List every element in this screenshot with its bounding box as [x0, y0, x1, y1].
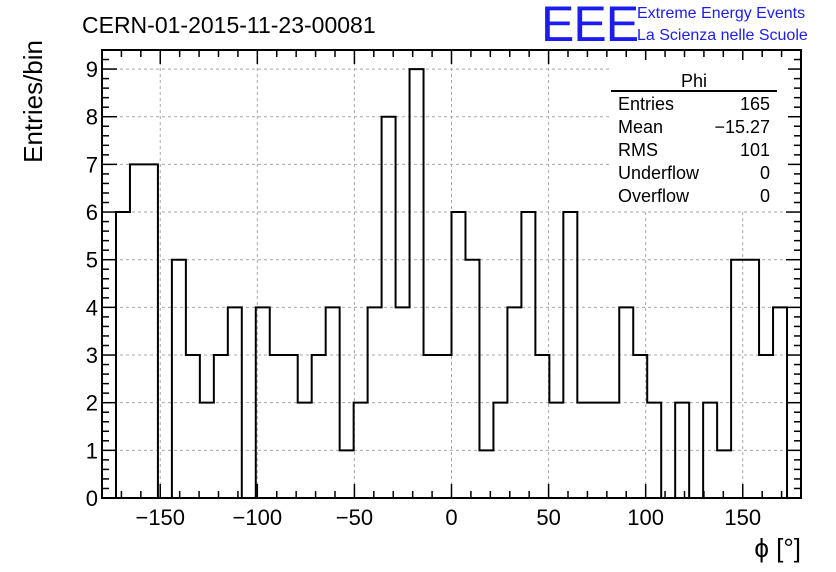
histogram-bin	[284, 355, 298, 498]
stats-mean-value: −15.27	[714, 117, 770, 137]
x-tick-label: 100	[627, 505, 664, 530]
y-tick-label: 7	[86, 152, 98, 177]
logo-line-1: Extreme Energy Events	[637, 5, 805, 22]
histogram-bin	[340, 450, 354, 498]
histogram-bin	[438, 355, 452, 498]
histogram-bin	[298, 403, 312, 498]
y-tick-label: 4	[86, 295, 98, 320]
histogram-step-line	[114, 68, 789, 499]
stats-mean-label: Mean	[618, 117, 663, 137]
histogram-bin	[731, 260, 745, 498]
y-tick-label: 0	[86, 486, 98, 511]
stats-rms-label: RMS	[618, 140, 658, 160]
y-tick-label: 1	[86, 438, 98, 463]
histogram-bin	[507, 307, 521, 498]
x-tick-label: 0	[445, 505, 457, 530]
stats-box: Phi Entries 165 Mean −15.27 RMS 101 Unde…	[610, 60, 788, 210]
histogram-bin	[675, 403, 689, 498]
histogram-bin	[745, 260, 759, 498]
histogram-bin	[591, 403, 605, 498]
histogram-bin	[382, 117, 396, 498]
y-tick-label: 8	[86, 105, 98, 130]
logo-line-2: La Scienza nelle Scuole	[637, 27, 808, 44]
x-axis-title: ϕ [°]	[754, 533, 801, 563]
histogram-bin	[256, 307, 270, 498]
stats-underflow-label: Underflow	[618, 163, 700, 183]
y-tick-label: 2	[86, 391, 98, 416]
histogram-bin	[130, 164, 144, 498]
histogram-bin	[479, 450, 493, 498]
histogram-bin	[144, 164, 158, 498]
histogram-bin	[549, 403, 563, 498]
histogram-bin	[312, 355, 326, 498]
stats-overflow-value: 0	[760, 186, 770, 206]
histogram-bin	[270, 355, 284, 498]
histogram-bin	[424, 355, 438, 498]
histogram-bin	[633, 355, 647, 498]
x-tick-label: −150	[135, 505, 185, 530]
x-tick-label: 150	[724, 505, 761, 530]
eee-logo: EEE	[541, 0, 638, 52]
y-tick-labels: 0 1 2 3 4 5 6 7 8 9	[86, 57, 98, 511]
stats-title: Phi	[681, 71, 707, 91]
stats-rms-value: 101	[740, 140, 770, 160]
y-tick-label: 6	[86, 200, 98, 225]
histogram-bin	[717, 450, 731, 498]
axis-ticks	[102, 49, 801, 498]
histogram-bin	[535, 355, 549, 498]
run-title: CERN-01-2015-11-23-00081	[82, 12, 376, 38]
stats-overflow-label: Overflow	[618, 186, 690, 206]
x-tick-label: −100	[233, 505, 283, 530]
stats-underflow-value: 0	[760, 163, 770, 183]
x-tick-labels: −150 −100 −50 0 50 100 150	[135, 505, 761, 530]
histogram-bin	[172, 260, 186, 498]
histogram-bin	[214, 355, 228, 498]
histogram-bin	[410, 69, 424, 498]
histogram-bin	[186, 355, 200, 498]
stats-box-background	[610, 60, 788, 210]
y-tick-label: 3	[86, 343, 98, 368]
y-tick-label: 9	[86, 57, 98, 82]
x-tick-label: 50	[536, 505, 560, 530]
stats-entries-label: Entries	[618, 94, 674, 114]
stats-entries-value: 165	[740, 94, 770, 114]
histogram-bin	[759, 355, 773, 498]
x-tick-label: −50	[336, 505, 373, 530]
y-axis-title: Entries/bin	[18, 40, 48, 163]
y-tick-label: 5	[86, 248, 98, 273]
histogram-bin	[465, 260, 479, 498]
